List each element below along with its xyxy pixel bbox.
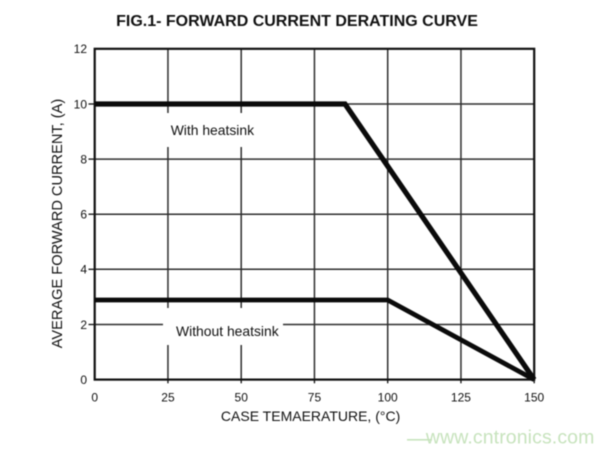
svg-text:Without heatsink: Without heatsink bbox=[176, 323, 279, 339]
svg-text:www.cntronics.com: www.cntronics.com bbox=[425, 427, 595, 449]
svg-text:CASE TEMAERATURE, (°C): CASE TEMAERATURE, (°C) bbox=[221, 408, 400, 424]
svg-text:0: 0 bbox=[80, 373, 87, 387]
svg-text:75: 75 bbox=[308, 391, 322, 405]
svg-text:2: 2 bbox=[80, 318, 87, 332]
svg-text:AVERAGE FORWARD CURRENT, (A): AVERAGE FORWARD CURRENT, (A) bbox=[50, 99, 66, 348]
svg-text:12: 12 bbox=[74, 42, 88, 56]
svg-text:125: 125 bbox=[451, 391, 471, 405]
svg-text:FIG.1- FORWARD CURRENT DERATIN: FIG.1- FORWARD CURRENT DERATING CURVE bbox=[116, 13, 478, 30]
svg-text:8: 8 bbox=[80, 152, 87, 166]
svg-text:150: 150 bbox=[524, 391, 544, 405]
svg-text:10: 10 bbox=[74, 97, 88, 111]
svg-text:With heatsink: With heatsink bbox=[171, 122, 254, 138]
svg-text:0: 0 bbox=[91, 391, 98, 405]
svg-text:100: 100 bbox=[378, 391, 398, 405]
svg-text:4: 4 bbox=[80, 263, 87, 277]
svg-text:6: 6 bbox=[80, 208, 87, 222]
svg-text:50: 50 bbox=[235, 391, 249, 405]
svg-text:25: 25 bbox=[161, 391, 175, 405]
